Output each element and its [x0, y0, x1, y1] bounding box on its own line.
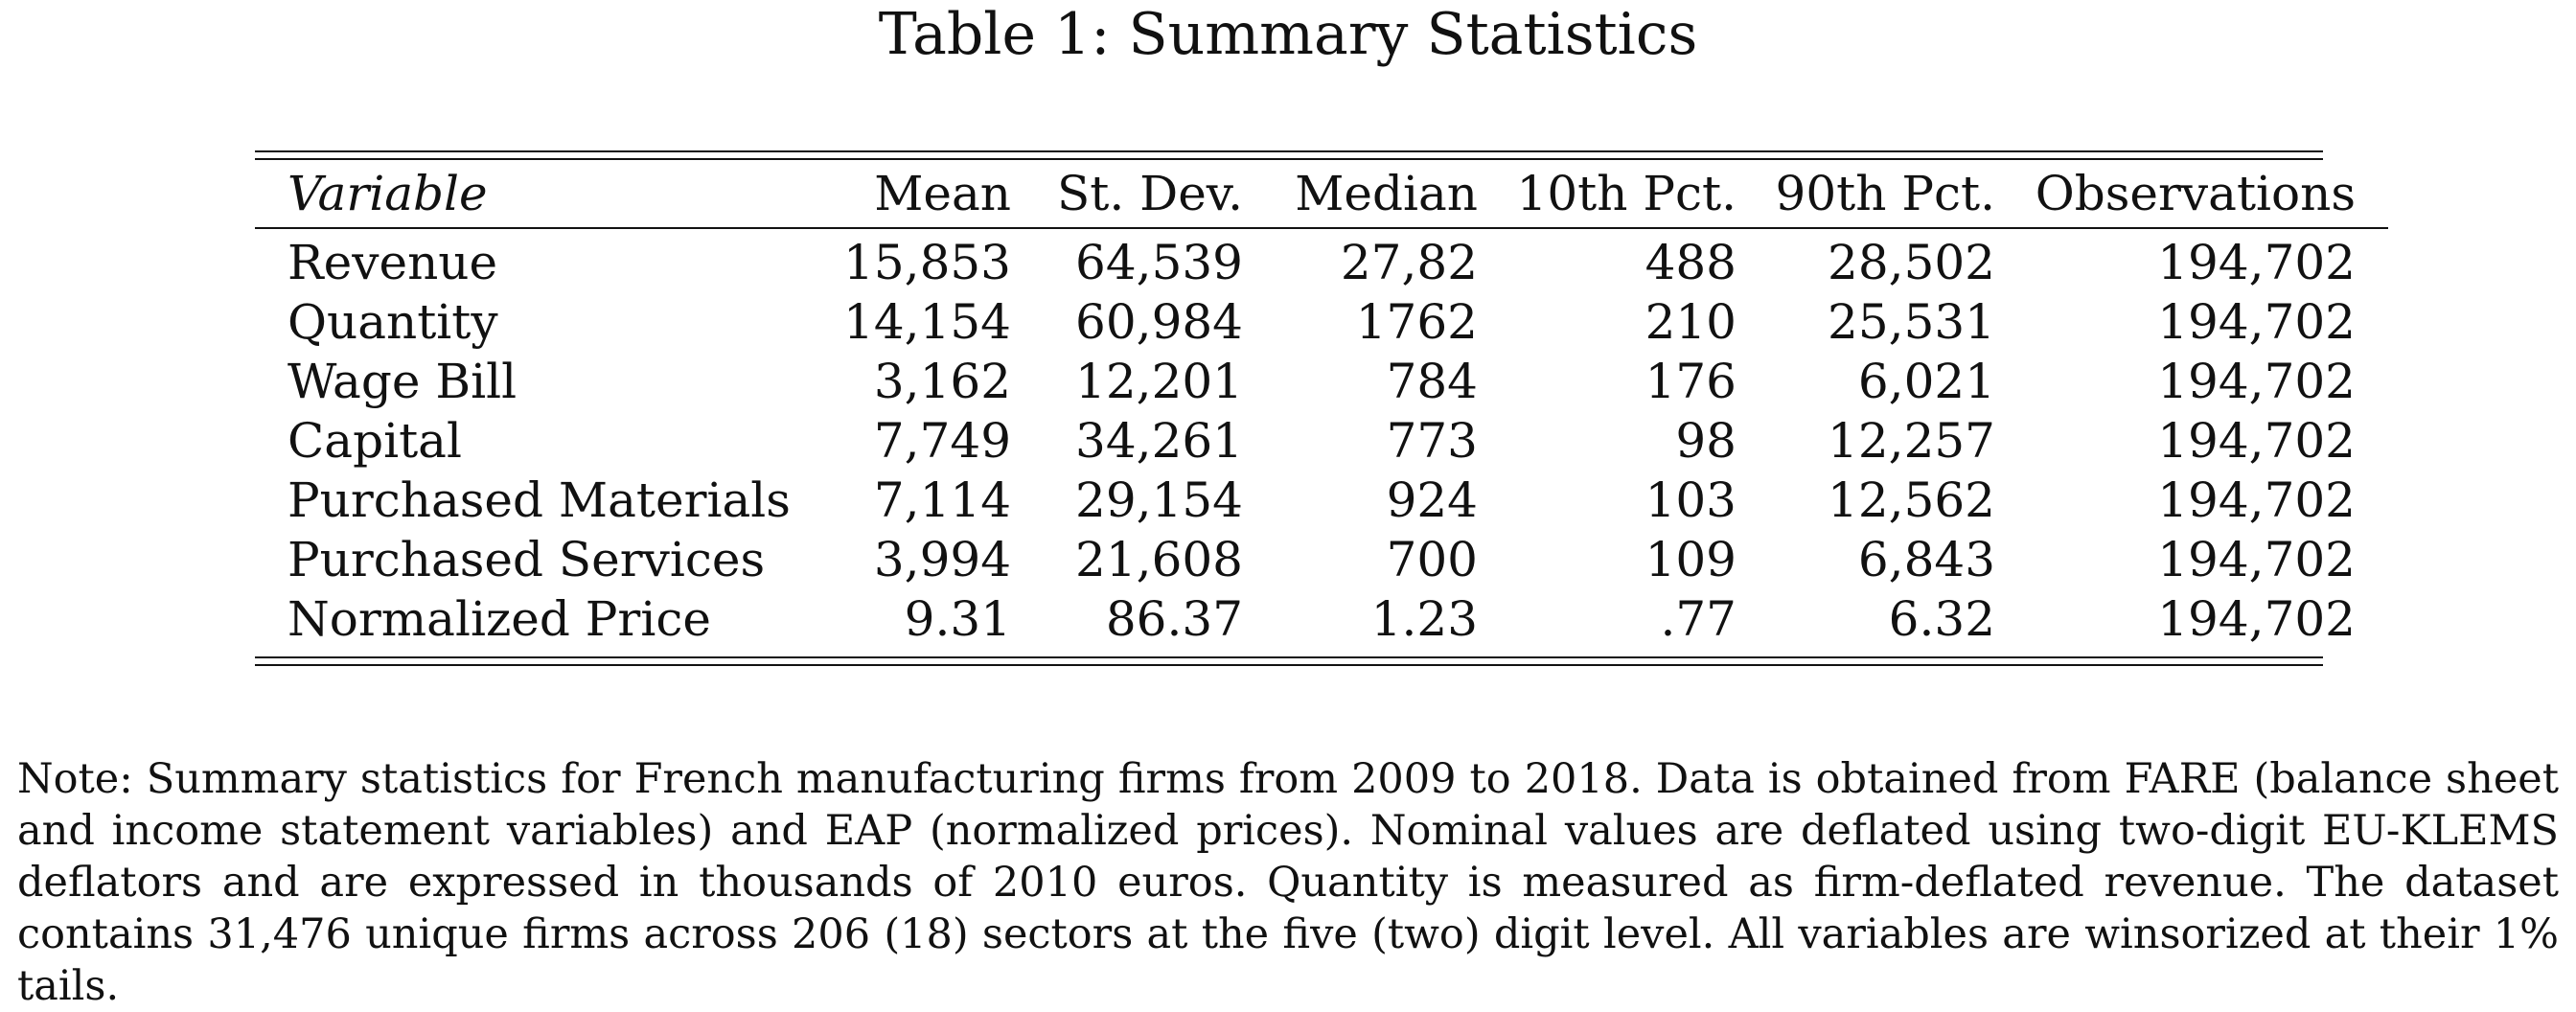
header-median: Median — [1295, 166, 1478, 221]
st-dev-cell: 21,608 — [1075, 532, 1243, 587]
st-dev-cell: 29,154 — [1075, 472, 1243, 528]
mean-cell: 15,853 — [843, 235, 1011, 290]
observations-cell: 194,702 — [2157, 532, 2356, 587]
mean-cell: 3,162 — [873, 354, 1011, 409]
observations-cell: 194,702 — [2157, 354, 2356, 409]
p10-cell: 176 — [1644, 354, 1736, 409]
header-st-dev: St. Dev. — [1056, 166, 1243, 221]
median-cell: 784 — [1386, 354, 1478, 409]
median-cell: 773 — [1386, 413, 1478, 469]
p10-cell: 98 — [1675, 413, 1736, 469]
p90-cell: 12,562 — [1828, 472, 1995, 528]
p10-cell: 210 — [1644, 294, 1736, 350]
header-row: Variable Mean St. Dev. Median 10th Pct. … — [255, 160, 2388, 227]
header-10th-pct: 10th Pct. — [1516, 166, 1736, 221]
p10-cell: .77 — [1660, 591, 1736, 647]
table-row: Normalized Price 9.31 86.37 1.23 .77 6.32 194,… — [255, 589, 2388, 656]
variable-cell: Normalized Price — [288, 591, 711, 647]
st-dev-cell: 60,984 — [1075, 294, 1243, 350]
mean-cell: 3,994 — [873, 532, 1011, 587]
variable-cell: Purchased Materials — [288, 472, 791, 528]
mean-cell: 9.31 — [904, 591, 1011, 647]
table-body: Revenue 15,853 64,539 27,82 488 28,502 194,702… — [255, 229, 2388, 656]
mean-cell: 7,114 — [873, 472, 1011, 528]
bottom-double-rule — [255, 656, 2323, 666]
median-cell: 1762 — [1355, 294, 1478, 350]
median-cell: 1.23 — [1370, 591, 1478, 647]
table-row: Capital 7,749 34,261 773 98 12,257 194,702 — [255, 411, 2388, 471]
p90-cell: 6,021 — [1857, 354, 1995, 409]
p90-cell: 28,502 — [1828, 235, 1995, 290]
st-dev-cell: 12,201 — [1075, 354, 1243, 409]
median-cell: 27,82 — [1340, 235, 1478, 290]
p10-cell: 109 — [1644, 532, 1736, 587]
variable-cell: Capital — [288, 413, 462, 469]
header-variable: Variable — [288, 166, 488, 221]
variable-cell: Quantity — [288, 294, 498, 350]
p10-cell: 103 — [1644, 472, 1736, 528]
header-rule — [255, 227, 2388, 229]
median-cell: 924 — [1386, 472, 1478, 528]
table-row: Purchased Materials 7,114 29,154 924 103 12,5… — [255, 471, 2388, 530]
table-row: Quantity 14,154 60,984 1762 210 25,531 194,702 — [255, 292, 2388, 352]
top-double-rule — [255, 150, 2323, 160]
observations-cell: 194,702 — [2157, 413, 2356, 469]
p90-cell: 6,843 — [1857, 532, 1995, 587]
median-cell: 700 — [1386, 532, 1478, 587]
table-row: Purchased Services 3,994 21,608 700 109 6,843… — [255, 530, 2388, 589]
st-dev-cell: 34,261 — [1075, 413, 1243, 469]
st-dev-cell: 86.37 — [1105, 591, 1243, 647]
table-row: Revenue 15,853 64,539 27,82 488 28,502 194,702 — [255, 229, 2388, 292]
p10-cell: 488 — [1644, 235, 1736, 290]
table-title: Table 1: Summary Statistics — [878, 1, 1698, 68]
variable-cell: Purchased Services — [288, 532, 766, 587]
summary-statistics-table: Variable Mean St. Dev. Median 10th Pct. … — [255, 150, 2388, 666]
p90-cell: 12,257 — [1828, 413, 1995, 469]
observations-cell: 194,702 — [2157, 294, 2356, 350]
p90-cell: 25,531 — [1828, 294, 1995, 350]
statistics-table: Variable Mean St. Dev. Median 10th Pct. … — [255, 160, 2388, 656]
variable-cell: Wage Bill — [288, 354, 518, 409]
observations-cell: 194,702 — [2157, 235, 2356, 290]
header-90th-pct: 90th Pct. — [1775, 166, 1995, 221]
table-row: Wage Bill 3,162 12,201 784 176 6,021 194,702 — [255, 352, 2388, 411]
observations-cell: 194,702 — [2157, 472, 2356, 528]
p90-cell: 6.32 — [1888, 591, 1995, 647]
st-dev-cell: 64,539 — [1075, 235, 1243, 290]
mean-cell: 14,154 — [843, 294, 1011, 350]
observations-cell: 194,702 — [2157, 591, 2356, 647]
mean-cell: 7,749 — [873, 413, 1011, 469]
header-observations: Observations — [2035, 166, 2356, 221]
table-note: Note: Summary statistics for French manu… — [17, 755, 2559, 1010]
header-mean: Mean — [874, 166, 1011, 221]
variable-cell: Revenue — [288, 235, 498, 290]
